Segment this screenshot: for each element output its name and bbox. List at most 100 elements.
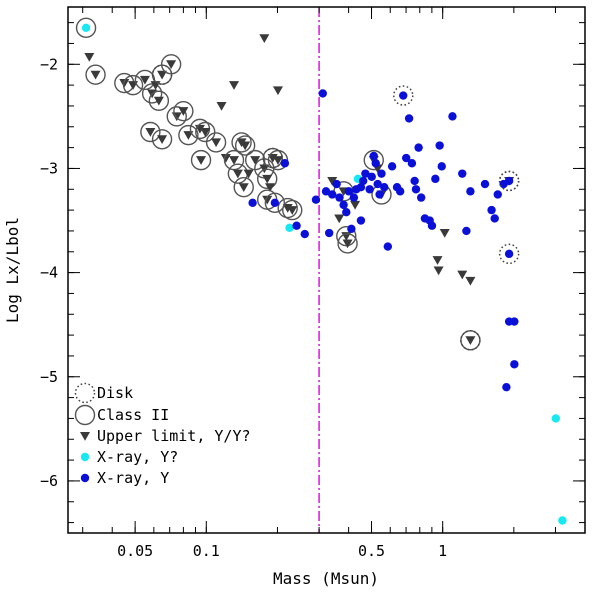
xray-y-point [292,221,301,230]
x-tick-label: 0.5 [358,542,385,560]
class2-ring [166,106,187,127]
xray-y-point [311,195,321,204]
class2-ring [178,124,199,146]
legend-label: X-ray, Y [97,469,169,487]
class2-ring [85,64,106,85]
upper-limit-point [250,156,261,165]
upper-limit-point [259,164,270,174]
xray-y-point [383,242,393,251]
upper-limit-point [196,156,207,165]
upper-limit-point [342,239,353,249]
xray-y-point [270,198,280,208]
upper-limit-point [433,266,444,276]
class2-ring [75,17,97,39]
xray-y-point [377,169,386,178]
x-tick-label: 1 [438,542,447,560]
upper-limit-point [157,135,168,145]
upper-limit-point [153,96,164,106]
upper-limit-point [220,154,231,163]
xray-y-maybe-point [81,23,91,33]
class2-ring [223,149,245,171]
disk-ring [392,85,414,106]
xray-y-point [371,159,380,168]
xray-y-point [349,193,359,202]
upper-limit-point [232,169,243,179]
axis-ticks: 0.05 0.1 0.5 1 −2 −3 −4 −5 −6 [40,7,586,560]
legend-class2-marker [74,404,96,426]
xray-y-point [407,159,417,168]
xray-y-point [510,317,519,326]
xray-y-point [431,174,440,184]
xray-y-point [399,91,408,100]
xray-y-maybe-point [285,223,294,233]
class2-ring [205,132,227,153]
xray-y-point [248,198,257,208]
upper-limit-point [178,107,189,116]
upper-limit-point [200,127,211,137]
xray-y-point [321,187,331,196]
upper-limit-point [334,214,345,224]
upper-limit-point [145,127,156,137]
xray-y-point [427,221,437,230]
upper-limit-point [139,75,150,85]
upper-limit-point [243,169,254,179]
class2-ring [282,199,303,221]
class2-ring [141,83,163,104]
class2-ring [337,233,358,254]
upper-limit-point [465,336,476,346]
xray-y-point [380,182,389,192]
upper-limit-point [238,183,249,192]
class2-ring [231,132,252,153]
xray-y-point [502,382,511,392]
class2-ring [234,135,256,156]
xray-y-point [375,190,384,199]
x-axis-label: Mass (Msun) [273,569,379,588]
xray-y-point [410,176,419,186]
legend-upper-limit-marker [80,432,90,441]
upper-limit-point [216,101,227,111]
disk-ring [262,147,283,169]
xray-y-point [339,200,348,210]
class2-ring [122,74,144,96]
legend-label: X-ray, Y? [97,448,178,466]
legend: Disk Class II Upper limit, Y/Y? X-ray, Y? X-… [74,382,251,487]
upper-limit-point [157,70,168,80]
upper-limit-point [272,156,283,165]
class2-ring [151,129,173,150]
class2-ring [264,192,286,214]
upper-limit-point [229,156,240,165]
xray-y-maybe-point [551,414,561,423]
xray-y-maybe-point [558,516,567,525]
y-tick-label: −2 [40,55,58,73]
xray-y-point [493,190,502,199]
xray-y-point [361,169,370,178]
xray-y-point [387,162,397,171]
upper-limit-point [457,270,468,280]
upper-limit-point [265,183,276,192]
class2-ring [140,121,161,143]
xray-y-point [300,229,309,239]
xray-y-point [328,190,337,199]
upper-limit-point [84,52,95,62]
legend-xray-y-marker [80,473,90,483]
disk-ring [498,243,520,265]
upper-limit-point [432,256,443,265]
xray-y-point [367,172,376,181]
upper-limit-point [287,206,298,215]
xray-y-point [504,176,514,186]
xray-y-point [373,179,382,189]
plot-frame [67,6,586,534]
class2-ring [233,176,254,198]
upper-limit-point [272,86,283,96]
legend-xray-y-maybe-marker [80,452,90,462]
upper-limit-point [465,276,476,286]
xray-y-point [487,205,496,215]
xray-y-point [466,187,475,196]
xray-y-point [365,185,374,194]
class2-ring [190,149,212,171]
disk-ring [460,330,481,351]
upper-limit-point [90,70,101,80]
xray-y-point [369,151,378,161]
class2-ring [195,121,216,143]
upper-limit-point [262,174,273,184]
